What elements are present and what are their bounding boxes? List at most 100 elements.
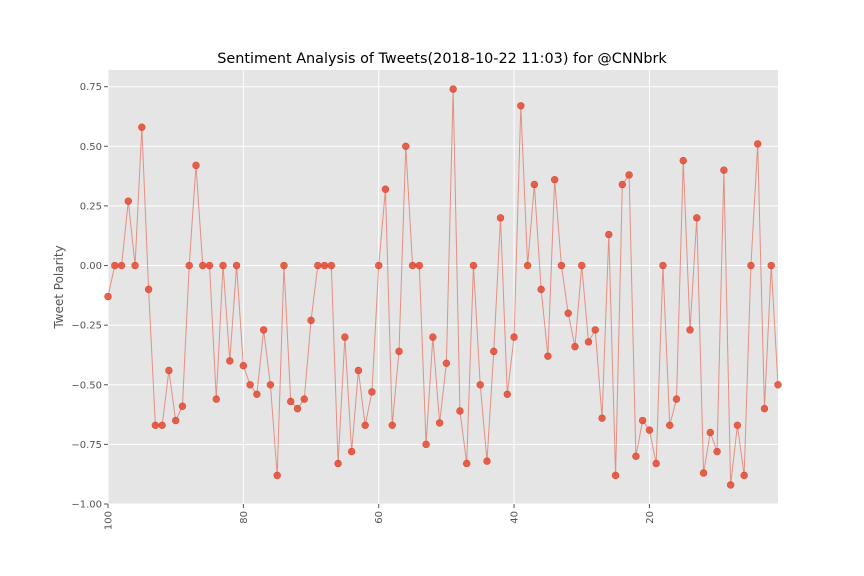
data-point <box>638 416 647 425</box>
data-point <box>158 421 166 430</box>
y-axis: 0.75 0.50 0.25 0.00 −0.25 −0.50 −0.75 −1.00 <box>71 82 108 511</box>
data-point <box>287 397 295 406</box>
data-point <box>388 421 396 430</box>
data-point <box>253 390 261 399</box>
data-point <box>341 333 349 341</box>
data-point <box>774 381 782 389</box>
data-point <box>618 180 627 189</box>
data-point <box>625 171 633 179</box>
data-point <box>632 452 640 461</box>
data-point <box>456 407 464 415</box>
data-point <box>219 261 227 270</box>
data-point <box>550 175 559 184</box>
data-point <box>611 471 620 480</box>
data-point <box>212 395 220 403</box>
data-point <box>435 419 444 427</box>
data-point <box>347 447 356 456</box>
x-tick-label: 40 <box>510 511 521 524</box>
data-point <box>530 180 539 189</box>
data-point <box>462 459 471 468</box>
data-point <box>767 261 775 270</box>
data-point <box>733 421 742 430</box>
data-point <box>490 347 498 356</box>
data-point <box>544 352 552 360</box>
data-point <box>591 326 599 334</box>
data-point <box>598 414 606 422</box>
y-tick-label: −0.75 <box>71 440 102 451</box>
data-point <box>726 481 735 489</box>
data-point <box>713 447 721 456</box>
data-point <box>199 261 207 270</box>
data-point <box>672 395 681 403</box>
x-axis: 100 80 60 40 20 <box>104 504 656 530</box>
data-point <box>138 123 146 131</box>
data-point <box>165 366 173 375</box>
data-point <box>503 390 511 399</box>
data-point <box>747 261 755 270</box>
data-point <box>307 316 315 325</box>
data-point <box>266 381 275 389</box>
data-point <box>652 459 660 468</box>
data-point <box>259 326 268 334</box>
data-point <box>334 459 342 468</box>
data-point <box>564 309 572 317</box>
data-point <box>686 326 694 334</box>
data-point <box>131 261 139 270</box>
data-point <box>706 428 715 437</box>
data-point <box>415 261 424 270</box>
data-point <box>280 261 288 270</box>
data-point <box>327 261 336 270</box>
data-point <box>273 471 281 480</box>
plot-area <box>108 70 778 504</box>
data-point <box>361 421 369 430</box>
data-point <box>368 388 376 396</box>
x-tick-label: 100 <box>104 511 115 530</box>
y-axis-label: Tweet Polarity <box>52 245 66 329</box>
data-point <box>605 230 613 239</box>
data-point <box>354 366 363 375</box>
x-tick-label: 60 <box>374 511 385 524</box>
data-point <box>232 261 241 270</box>
y-tick-label: −1.00 <box>71 500 102 511</box>
data-point <box>293 404 302 413</box>
data-point <box>375 261 383 270</box>
data-point <box>185 261 193 270</box>
y-tick-label: 0.75 <box>80 82 102 93</box>
x-tick-label: 80 <box>239 511 250 524</box>
data-point <box>584 338 593 346</box>
data-point <box>320 261 329 270</box>
data-point <box>151 421 160 430</box>
data-series <box>104 85 782 489</box>
chart-title: Sentiment Analysis of Tweets(2018-10-22 … <box>217 51 667 67</box>
data-point <box>476 381 484 389</box>
data-point <box>557 261 566 270</box>
data-point <box>442 359 451 368</box>
data-point <box>449 85 457 93</box>
data-point <box>537 285 545 294</box>
y-tick-label: −0.25 <box>71 321 102 332</box>
data-point <box>408 261 417 270</box>
data-point <box>720 166 728 174</box>
data-point <box>469 261 478 270</box>
data-point <box>483 457 491 465</box>
data-point <box>523 261 532 270</box>
data-point <box>402 142 410 151</box>
y-tick-label: −0.50 <box>71 380 102 391</box>
series-line <box>107 89 779 485</box>
data-point <box>205 261 214 270</box>
data-point <box>124 197 133 205</box>
data-point <box>226 357 234 365</box>
data-point <box>578 261 586 270</box>
data-point <box>760 404 769 413</box>
y-tick-label: 0.00 <box>80 261 102 272</box>
y-tick-label: 0.25 <box>80 201 102 212</box>
data-point <box>740 471 748 480</box>
data-point <box>429 333 437 341</box>
data-point <box>753 140 762 148</box>
data-point <box>510 333 518 341</box>
data-point <box>239 361 248 370</box>
data-point <box>659 261 667 270</box>
y-tick-label: 0.50 <box>80 142 102 153</box>
data-point <box>171 416 180 425</box>
data-point <box>496 214 505 222</box>
